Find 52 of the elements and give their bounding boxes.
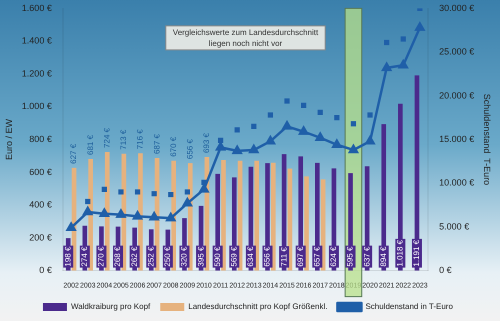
y-tick-label: 1.400 €	[22, 36, 52, 46]
data-label: 634 €	[246, 246, 256, 267]
annotation: Vergleichswerte zum Landesdurchschnitt liegen noch nicht vor	[172, 28, 319, 48]
y-tick-label: 800 €	[29, 134, 52, 144]
data-label: 681 €	[86, 134, 95, 155]
data-label: 894 €	[378, 246, 388, 267]
data-label: 569 €	[229, 246, 238, 267]
legend-label: Schuldenstand in T-Euro	[365, 302, 454, 312]
y2-tick-label: 20.000 €	[439, 90, 474, 100]
data-label: 270 €	[96, 246, 106, 267]
data-label: 711 €	[279, 246, 288, 267]
data-label: 656 €	[185, 138, 194, 160]
data-label: 320 €	[180, 246, 189, 267]
data-label: 262 €	[130, 246, 139, 267]
data-label: 1.018 €	[396, 239, 405, 267]
y-tick-label: 200 €	[29, 232, 52, 242]
data-label: 395 €	[196, 246, 206, 267]
legend-label: Landesdurchschnitt pro Kopf Größenkl.	[188, 302, 328, 312]
y2-tick-label: 5.000 €	[439, 221, 470, 232]
y-tick-label: 600 €	[29, 166, 52, 177]
y2-tick-label: 10.000 €	[439, 178, 474, 188]
y-tick-label: 1.600 €	[22, 2, 52, 13]
y2-axis-title: Schuldenstand T-Euro	[482, 94, 492, 186]
y2-tick-label: 15.000 €	[439, 134, 474, 144]
data-label: 595 €	[346, 246, 355, 267]
data-label: 697 €	[296, 246, 305, 267]
y-tick-label: 1.000 €	[22, 101, 52, 112]
y2-tick-label: 25.000 €	[439, 46, 474, 57]
y2-tick-label: 0 €	[439, 265, 452, 276]
data-label: 1.191 €	[412, 239, 422, 267]
data-label: 670 €	[168, 136, 178, 157]
data-label: 656 €	[262, 246, 272, 267]
data-label: 268 €	[113, 246, 122, 267]
data-label: 590 €	[212, 246, 222, 267]
y-tick-label: 1.200 €	[22, 68, 52, 78]
y-tick-label: 0 €	[39, 265, 52, 276]
data-label: 250 €	[163, 246, 172, 267]
data-label: 252 €	[146, 246, 156, 267]
data-label: 657 €	[312, 246, 322, 267]
y-axis-title: Euro / EW	[4, 118, 14, 160]
y-tick-label: 400 €	[29, 200, 52, 210]
data-label: 687 €	[152, 133, 162, 154]
data-label: 693 €	[202, 132, 212, 154]
data-label: 724 €	[102, 127, 112, 148]
data-label: 627 €	[69, 143, 78, 164]
data-label: 716 €	[136, 128, 145, 150]
legend-label: Waldkraiburg pro Kopf	[70, 302, 152, 312]
data-label: 713 €	[119, 129, 128, 150]
data-label: 637 €	[362, 246, 372, 267]
data-label: 624 €	[329, 246, 338, 267]
data-label: 274 €	[80, 246, 90, 267]
y2-tick-label: 30.000 €	[439, 2, 474, 13]
